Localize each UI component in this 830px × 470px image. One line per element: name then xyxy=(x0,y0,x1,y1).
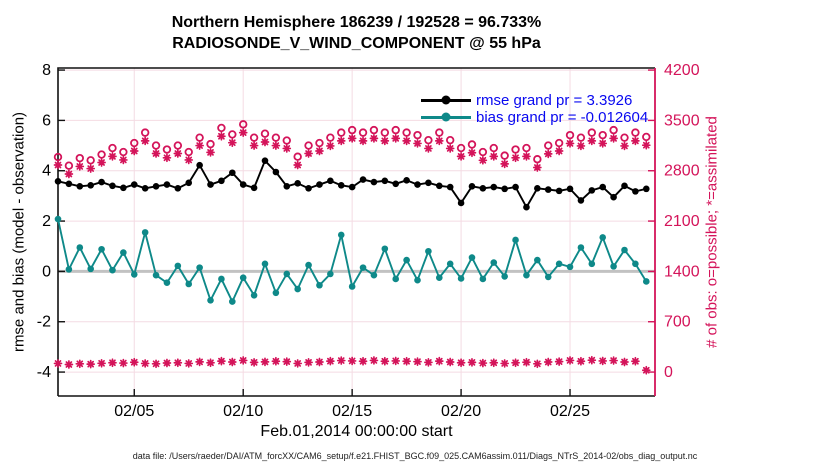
svg-text:02/15: 02/15 xyxy=(332,403,372,420)
left-axis-tick-labels: -4 -2 0 2 4 6 8 xyxy=(37,62,51,381)
rmse-series xyxy=(54,157,650,211)
x-axis-title: Feb.01,2014 00:00:00 start xyxy=(260,423,453,440)
svg-text:0: 0 xyxy=(42,263,51,280)
svg-text:8: 8 xyxy=(42,62,51,79)
svg-text:4200: 4200 xyxy=(664,62,700,79)
right-axis-ticks xyxy=(648,69,655,373)
legend-item-bias: bias grand pr = -0.012604 xyxy=(421,109,648,126)
svg-text:02/25: 02/25 xyxy=(550,403,590,420)
legend-marker-icon xyxy=(441,95,451,105)
right-axis-title: # of obs: o=possible; *=assimilated xyxy=(703,116,721,348)
right-axis-tick-labels: 0 700 1400 2100 2800 3500 4200 xyxy=(664,62,700,381)
obs-low-band-series xyxy=(53,355,651,375)
svg-text:6: 6 xyxy=(42,112,51,129)
obs-possible-series xyxy=(53,120,651,170)
left-axis-title: rmse and bias (model - observation) xyxy=(10,111,28,353)
x-axis-ticks xyxy=(133,389,571,396)
grid-lines xyxy=(58,68,655,396)
svg-text:-4: -4 xyxy=(37,364,51,381)
axes-box xyxy=(57,67,655,397)
obs-assimilated-series xyxy=(53,128,651,179)
legend-line-sample xyxy=(421,95,471,105)
chart-title: Northern Hemisphere 186239 / 192528 = 96… xyxy=(171,14,542,31)
legend-marker-icon xyxy=(441,112,451,122)
data-file-caption: data file: /Users/raeder/DAI/ATM_forcXX/… xyxy=(132,451,698,461)
svg-text:700: 700 xyxy=(664,314,691,331)
chart-subtitle: RADIOSONDE_V_WIND_COMPONENT @ 55 hPa xyxy=(172,35,541,52)
x-axis-tick-labels: 02/05 02/10 02/15 02/20 02/25 xyxy=(114,403,590,420)
svg-text:02/05: 02/05 xyxy=(114,403,154,420)
svg-text:2: 2 xyxy=(42,213,51,230)
legend-label: bias grand pr = -0.012604 xyxy=(476,109,649,126)
svg-text:2100: 2100 xyxy=(664,213,700,230)
svg-text:1400: 1400 xyxy=(664,263,700,280)
svg-text:4: 4 xyxy=(42,163,51,180)
svg-text:2800: 2800 xyxy=(664,163,700,180)
svg-text:3500: 3500 xyxy=(664,112,700,129)
svg-text:02/10: 02/10 xyxy=(223,403,263,420)
legend-label: rmse grand pr = 3.3926 xyxy=(476,92,633,109)
svg-text:-2: -2 xyxy=(37,314,51,331)
legend: rmse grand pr = 3.3926 bias grand pr = -… xyxy=(421,92,648,126)
left-axis-ticks xyxy=(58,69,65,373)
svg-text:02/20: 02/20 xyxy=(441,403,481,420)
legend-line-sample xyxy=(421,112,471,122)
chart-title-block: Northern Hemisphere 186239 / 192528 = 96… xyxy=(58,12,655,54)
bias-series xyxy=(54,215,650,305)
legend-item-rmse: rmse grand pr = 3.3926 xyxy=(421,92,648,109)
svg-text:0: 0 xyxy=(664,364,673,381)
